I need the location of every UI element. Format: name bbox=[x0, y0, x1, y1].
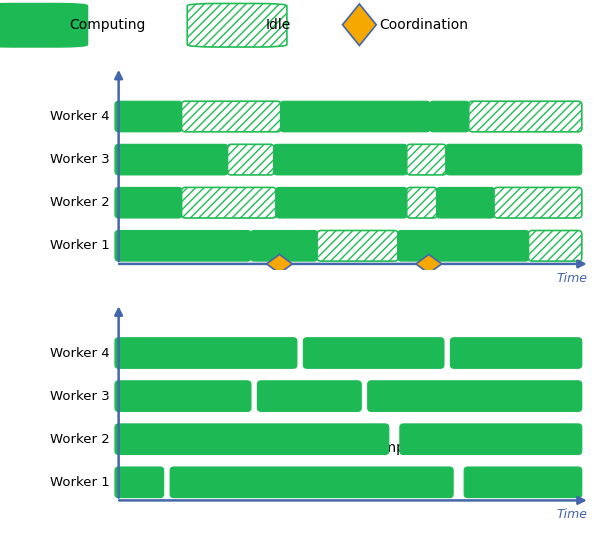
FancyBboxPatch shape bbox=[182, 101, 281, 132]
Text: Worker 2: Worker 2 bbox=[50, 196, 109, 209]
Text: Worker 2: Worker 2 bbox=[50, 433, 109, 446]
Text: Time: Time bbox=[556, 272, 587, 285]
FancyBboxPatch shape bbox=[182, 188, 276, 218]
FancyBboxPatch shape bbox=[303, 338, 444, 368]
FancyBboxPatch shape bbox=[429, 101, 469, 132]
FancyBboxPatch shape bbox=[115, 144, 228, 175]
Text: Worker 3: Worker 3 bbox=[50, 389, 109, 403]
FancyBboxPatch shape bbox=[115, 230, 251, 261]
FancyBboxPatch shape bbox=[187, 3, 287, 47]
FancyBboxPatch shape bbox=[115, 381, 251, 411]
Text: Time: Time bbox=[556, 508, 587, 521]
Text: (a) Synchronous computation: (a) Synchronous computation bbox=[249, 441, 455, 455]
Text: Computing: Computing bbox=[69, 18, 146, 32]
FancyBboxPatch shape bbox=[228, 144, 274, 175]
FancyBboxPatch shape bbox=[280, 101, 430, 132]
FancyBboxPatch shape bbox=[274, 144, 407, 175]
FancyBboxPatch shape bbox=[0, 3, 88, 47]
FancyBboxPatch shape bbox=[317, 230, 398, 261]
FancyBboxPatch shape bbox=[257, 381, 361, 411]
Polygon shape bbox=[266, 255, 292, 273]
FancyBboxPatch shape bbox=[368, 381, 582, 411]
FancyBboxPatch shape bbox=[115, 101, 182, 132]
Text: Worker 3: Worker 3 bbox=[50, 153, 109, 166]
Text: Idle: Idle bbox=[266, 18, 291, 32]
FancyBboxPatch shape bbox=[400, 424, 582, 454]
Text: Worker 4: Worker 4 bbox=[50, 346, 109, 360]
FancyBboxPatch shape bbox=[451, 338, 582, 368]
FancyBboxPatch shape bbox=[115, 188, 182, 218]
Text: Worker 1: Worker 1 bbox=[50, 239, 109, 252]
FancyBboxPatch shape bbox=[437, 188, 495, 218]
Text: Worker 1: Worker 1 bbox=[50, 476, 109, 489]
FancyBboxPatch shape bbox=[170, 467, 453, 498]
FancyBboxPatch shape bbox=[115, 424, 389, 454]
FancyBboxPatch shape bbox=[494, 188, 582, 218]
FancyBboxPatch shape bbox=[397, 230, 529, 261]
FancyBboxPatch shape bbox=[251, 230, 318, 261]
FancyBboxPatch shape bbox=[464, 467, 582, 498]
FancyBboxPatch shape bbox=[115, 467, 164, 498]
FancyBboxPatch shape bbox=[446, 144, 582, 175]
Text: Coordination: Coordination bbox=[379, 18, 468, 32]
FancyBboxPatch shape bbox=[528, 230, 582, 261]
Polygon shape bbox=[342, 4, 376, 46]
Text: Worker 4: Worker 4 bbox=[50, 110, 109, 123]
FancyBboxPatch shape bbox=[406, 144, 446, 175]
FancyBboxPatch shape bbox=[115, 338, 297, 368]
FancyBboxPatch shape bbox=[406, 188, 437, 218]
FancyBboxPatch shape bbox=[469, 101, 582, 132]
Polygon shape bbox=[416, 255, 442, 273]
FancyBboxPatch shape bbox=[276, 188, 407, 218]
